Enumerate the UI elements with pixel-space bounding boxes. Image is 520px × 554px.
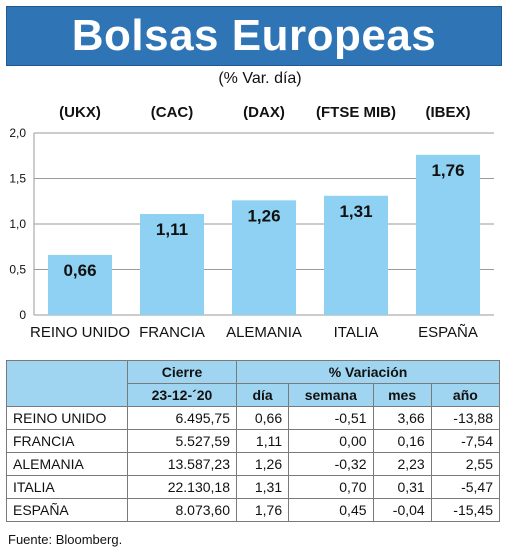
table-header-blank xyxy=(6,360,128,407)
row-name: ITALIA xyxy=(6,475,128,499)
source-note: Fuente: Bloomberg. xyxy=(8,532,123,547)
table-subheader-row: 23-12-´20 día semana mes año xyxy=(7,383,501,407)
header-cierre: Cierre xyxy=(127,360,237,384)
data-label: 1,26 xyxy=(247,206,280,225)
row-cierre: 13.587,23 xyxy=(127,452,237,476)
row-name: ESPAÑA xyxy=(6,498,128,522)
data-label: 0,66 xyxy=(63,261,96,280)
row-semana: -0,32 xyxy=(288,452,374,476)
row-mes: 0,16 xyxy=(372,429,432,453)
index-code-label: (IBEX) xyxy=(426,104,471,121)
index-code-label: (UKX) xyxy=(59,104,101,121)
x-tick-label: ALEMANIA xyxy=(226,324,302,341)
bars-layer xyxy=(48,154,480,315)
chart-title: Bolsas Europeas xyxy=(71,11,437,60)
data-label: 1,76 xyxy=(431,161,464,180)
header-date: 23-12-´20 xyxy=(127,383,237,407)
row-dia: 1,76 xyxy=(235,498,290,522)
row-dia: 0,66 xyxy=(235,406,290,430)
x-tick-label: FRANCIA xyxy=(139,324,205,341)
header-dia: día xyxy=(235,383,290,407)
x-tick-label: REINO UNIDO xyxy=(30,324,130,341)
bar xyxy=(416,154,480,315)
row-cierre: 5.527,59 xyxy=(127,429,237,453)
labels-layer: 0 0,5 1,0 1,5 2,0 0,66 (UKX) REINO UNIDO 1,11 (CA… xyxy=(9,104,478,341)
bar xyxy=(48,254,112,315)
chart-subtitle: (% Var. día) xyxy=(218,70,302,87)
row-semana: 0,45 xyxy=(288,498,374,522)
header-variacion: % Variación xyxy=(236,360,500,384)
y-tick-label: 1,0 xyxy=(9,217,26,231)
header-mes: mes xyxy=(372,383,432,407)
row-ano: -15,45 xyxy=(430,498,501,522)
row-dia: 1,11 xyxy=(235,429,290,453)
row-dia: 1,26 xyxy=(235,452,290,476)
row-mes: 2,23 xyxy=(372,452,432,476)
row-semana: 0,00 xyxy=(288,429,374,453)
row-mes: -0,04 xyxy=(372,498,432,522)
index-code-label: (DAX) xyxy=(243,104,285,121)
row-semana: 0,70 xyxy=(288,475,374,499)
row-ano: -5,47 xyxy=(430,475,501,499)
row-name: FRANCIA xyxy=(6,429,128,453)
x-tick-label: ESPAÑA xyxy=(418,324,478,341)
data-label: 1,31 xyxy=(339,202,372,221)
header-ano: año xyxy=(430,383,501,407)
row-cierre: 6.495,75 xyxy=(127,406,237,430)
row-mes: 0,31 xyxy=(372,475,432,499)
index-code-label: (FTSE MIB) xyxy=(316,104,396,121)
row-name: REINO UNIDO xyxy=(6,406,128,430)
row-cierre: 22.130,18 xyxy=(127,475,237,499)
row-mes: 3,66 xyxy=(372,406,432,430)
x-tick-label: ITALIA xyxy=(334,324,379,341)
title-banner: Bolsas Europeas xyxy=(6,6,502,66)
row-ano: -13,88 xyxy=(430,406,501,430)
y-tick-label: 1,5 xyxy=(9,172,26,186)
bar xyxy=(324,195,388,315)
data-label: 1,11 xyxy=(156,220,188,239)
table-row: ITALIA 22.130,18 1,31 0,70 0,31 -5,47 xyxy=(6,475,501,499)
row-ano: 2,55 xyxy=(430,452,501,476)
table-header-row: Cierre % Variación xyxy=(6,360,500,407)
row-dia: 1,31 xyxy=(235,475,290,499)
bar-chart: 0 0,5 1,0 1,5 2,0 0,66 (UKX) REINO UNIDO 1,11 (CA… xyxy=(9,104,494,341)
row-semana: -0,51 xyxy=(288,406,374,430)
y-tick-label: 0 xyxy=(19,308,26,322)
y-tick-label: 2,0 xyxy=(9,126,26,140)
y-tick-label: 0,5 xyxy=(9,263,26,277)
header-semana: semana xyxy=(288,383,374,407)
data-table: Cierre % Variación 23-12-´20 día semana … xyxy=(6,360,501,522)
row-name: ALEMANIA xyxy=(6,452,128,476)
table-row: FRANCIA 5.527,59 1,11 0,00 0,16 -7,54 xyxy=(6,429,501,453)
index-code-label: (CAC) xyxy=(151,104,194,121)
table-row: ESPAÑA 8.073,60 1,76 0,45 -0,04 -15,45 xyxy=(6,498,501,522)
table-row: ALEMANIA 13.587,23 1,26 -0,32 2,23 2,55 xyxy=(6,452,501,476)
bar xyxy=(232,200,296,315)
bar xyxy=(140,213,204,315)
row-ano: -7,54 xyxy=(430,429,501,453)
table-row: REINO UNIDO 6.495,75 0,66 -0,51 3,66 -13… xyxy=(6,406,501,430)
row-cierre: 8.073,60 xyxy=(127,498,237,522)
